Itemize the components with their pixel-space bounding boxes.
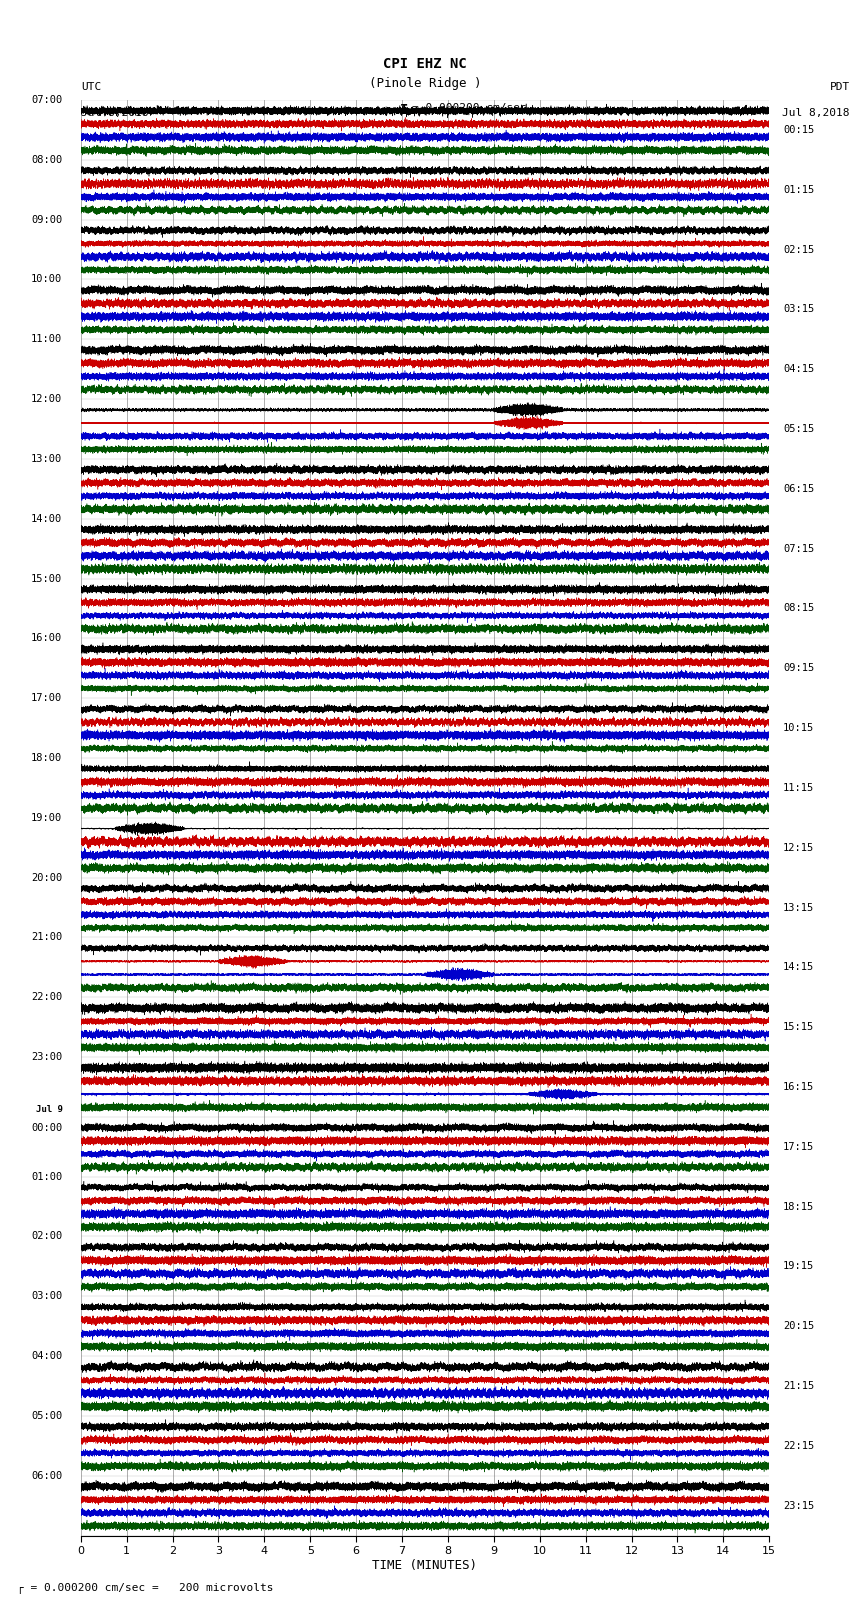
Text: 23:15: 23:15 [783, 1500, 814, 1511]
Text: Jul 9: Jul 9 [36, 1105, 62, 1115]
Text: 14:00: 14:00 [31, 513, 62, 524]
Text: 04:00: 04:00 [31, 1352, 62, 1361]
Text: 03:15: 03:15 [783, 305, 814, 315]
Text: 00:15: 00:15 [783, 124, 814, 135]
Text: 02:15: 02:15 [783, 245, 814, 255]
Text: 18:00: 18:00 [31, 753, 62, 763]
Text: 00:00: 00:00 [31, 1123, 62, 1132]
Text: 08:15: 08:15 [783, 603, 814, 613]
Text: 16:15: 16:15 [783, 1082, 814, 1092]
Text: 05:15: 05:15 [783, 424, 814, 434]
Text: 08:00: 08:00 [31, 155, 62, 165]
Text: 02:00: 02:00 [31, 1231, 62, 1242]
Text: 19:00: 19:00 [31, 813, 62, 823]
Text: 11:00: 11:00 [31, 334, 62, 344]
Text: 05:00: 05:00 [31, 1411, 62, 1421]
Text: 11:15: 11:15 [783, 782, 814, 794]
Text: 12:00: 12:00 [31, 394, 62, 405]
Text: 21:15: 21:15 [783, 1381, 814, 1390]
Text: 09:15: 09:15 [783, 663, 814, 673]
Text: 14:15: 14:15 [783, 963, 814, 973]
Text: 07:00: 07:00 [31, 95, 62, 105]
Text: 15:00: 15:00 [31, 574, 62, 584]
Text: 17:15: 17:15 [783, 1142, 814, 1152]
Text: 22:00: 22:00 [31, 992, 62, 1002]
X-axis label: TIME (MINUTES): TIME (MINUTES) [372, 1558, 478, 1571]
Text: 15:15: 15:15 [783, 1023, 814, 1032]
Text: 10:15: 10:15 [783, 723, 814, 732]
Text: 03:00: 03:00 [31, 1292, 62, 1302]
Text: 16:00: 16:00 [31, 634, 62, 644]
Text: 22:15: 22:15 [783, 1440, 814, 1450]
Text: 09:00: 09:00 [31, 215, 62, 224]
Text: 01:00: 01:00 [31, 1171, 62, 1182]
Text: I: I [400, 103, 408, 118]
Text: 20:15: 20:15 [783, 1321, 814, 1331]
Text: CPI EHZ NC: CPI EHZ NC [383, 56, 467, 71]
Text: 17:00: 17:00 [31, 694, 62, 703]
Text: 06:15: 06:15 [783, 484, 814, 494]
Text: 19:15: 19:15 [783, 1261, 814, 1271]
Text: ┌ = 0.000200 cm/sec =   200 microvolts: ┌ = 0.000200 cm/sec = 200 microvolts [17, 1582, 274, 1594]
Text: 13:00: 13:00 [31, 453, 62, 465]
Text: PDT: PDT [830, 82, 850, 92]
Text: 21:00: 21:00 [31, 932, 62, 942]
Text: 06:00: 06:00 [31, 1471, 62, 1481]
Text: 20:00: 20:00 [31, 873, 62, 882]
Text: = 0.000200 cm/sec: = 0.000200 cm/sec [412, 103, 527, 113]
Text: Jul 8,2018: Jul 8,2018 [81, 108, 148, 118]
Text: 10:00: 10:00 [31, 274, 62, 284]
Text: 12:15: 12:15 [783, 842, 814, 853]
Text: 23:00: 23:00 [31, 1052, 62, 1061]
Text: 18:15: 18:15 [783, 1202, 814, 1211]
Text: Jul 8,2018: Jul 8,2018 [783, 108, 850, 118]
Text: 01:15: 01:15 [783, 185, 814, 195]
Text: 04:15: 04:15 [783, 365, 814, 374]
Text: (Pinole Ridge ): (Pinole Ridge ) [369, 77, 481, 90]
Text: UTC: UTC [81, 82, 101, 92]
Text: 13:15: 13:15 [783, 903, 814, 913]
Text: 07:15: 07:15 [783, 544, 814, 553]
